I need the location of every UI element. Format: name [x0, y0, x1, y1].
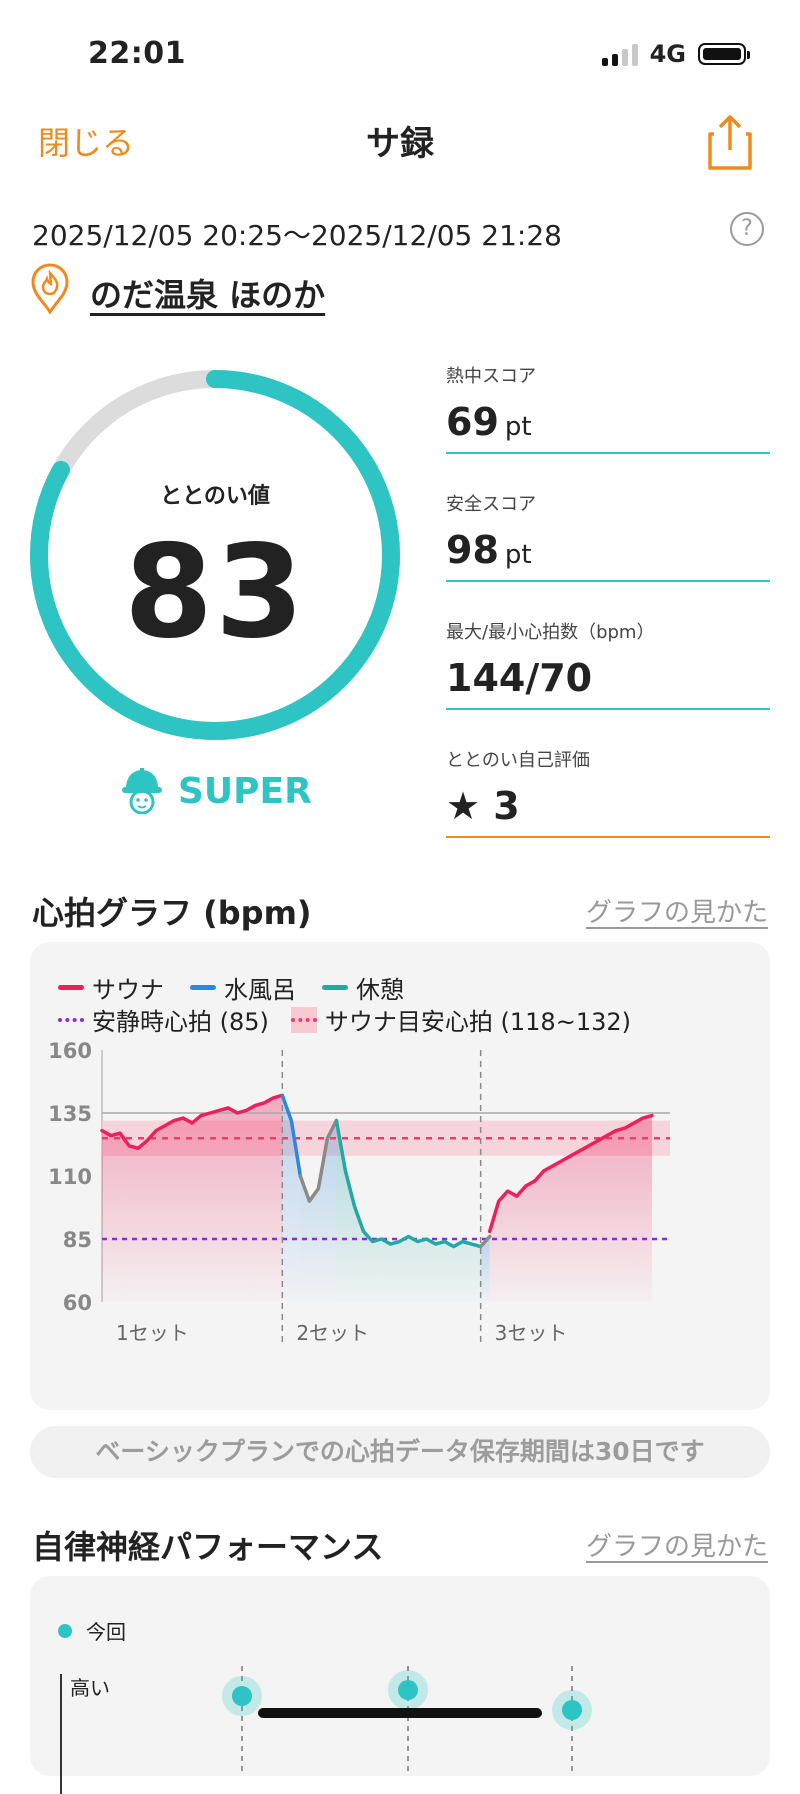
- legend-dot-icon: [58, 1623, 72, 1638]
- heart-rate-chart: 160 135 110 85 60 1セット 2セット 3セット: [48, 1042, 670, 1345]
- ans-card: 今回 高い: [30, 1576, 770, 1794]
- ans-y-label: 高い: [70, 1676, 110, 1700]
- flame-pin-icon: [30, 262, 70, 315]
- home-indicator[interactable]: [258, 1708, 542, 1718]
- metric-heat-score: 熱中スコア 69 pt: [446, 362, 770, 454]
- metric-underline: [446, 708, 770, 710]
- page-title: サ録: [366, 124, 434, 164]
- share-button[interactable]: [706, 112, 754, 172]
- rank-badge: SUPER: [120, 768, 312, 814]
- status-time: 22:01: [88, 36, 186, 71]
- metric-underline: [446, 836, 770, 838]
- legend-sauna: サウナ: [58, 970, 164, 1005]
- legend-resting-hr: 安静時心拍 (85): [58, 1002, 269, 1037]
- chart-legend-row-1: サウナ 水風呂 休憩: [58, 970, 404, 1005]
- ans-points: [222, 1666, 592, 1776]
- metric-heart-rate-range: 最大/最小心拍数（bpm） 144/70: [446, 618, 770, 710]
- metric-underline: [446, 452, 770, 454]
- metric-self-rating: ととのい自己評価 ★ 3: [446, 746, 770, 838]
- metric-safety-score: 安全スコア 98 pt: [446, 490, 770, 582]
- heart-graph-title: 心拍グラフ (bpm): [32, 894, 312, 932]
- status-indicators: 4G: [601, 40, 750, 68]
- y-tick-label: 160: [48, 1042, 92, 1063]
- share-icon: [708, 115, 752, 170]
- metric-unit: pt: [504, 412, 532, 442]
- hr-area-sauna: [489, 1115, 652, 1302]
- facility-name-link[interactable]: のだ温泉 ほのか: [90, 276, 326, 314]
- ans-performance-title: 自律神経パフォーマンス: [32, 1528, 384, 1566]
- network-type: 4G: [649, 40, 686, 68]
- set-label: 3セット: [495, 1321, 568, 1345]
- heart-rate-card: サウナ 水風呂 休憩 安静時心拍 (85) サウナ目安心拍 (118~132) …: [30, 942, 770, 1410]
- session-date-range: 2025/12/05 20:25～2025/12/05 21:28: [32, 219, 562, 252]
- metric-value: 69: [446, 400, 499, 444]
- ans-legend-label: 今回: [86, 1620, 126, 1644]
- legend-target-hr: サウナ目安心拍 (118~132): [290, 1002, 631, 1037]
- hr-line-sauna: [487, 1113, 654, 1234]
- hr-line-rest: [334, 1118, 483, 1249]
- hr-area-rest: [336, 1120, 481, 1302]
- storage-notice: ベーシックプランでの心拍データ保存期間は30日です: [30, 1426, 770, 1478]
- chart-legend-row-2: 安静時心拍 (85) サウナ目安心拍 (118~132): [58, 1002, 631, 1037]
- help-icon[interactable]: ?: [730, 212, 764, 246]
- legend-cold-bath: 水風呂: [190, 970, 296, 1005]
- ans-legend: 今回: [58, 1616, 126, 1645]
- metric-label: 最大/最小心拍数（bpm）: [446, 622, 655, 643]
- ans-point: [562, 1700, 582, 1720]
- metric-unit: pt: [504, 540, 532, 570]
- hr-area-sauna: [102, 1095, 283, 1302]
- gauge-progress-arc: [30, 370, 400, 740]
- gauge-value: 83: [123, 518, 307, 667]
- metric-label: ととのい自己評価: [446, 750, 590, 771]
- metric-label: 熱中スコア: [446, 366, 536, 387]
- metric-label: 安全スコア: [446, 494, 536, 515]
- y-tick-label: 135: [48, 1102, 92, 1126]
- ans-point: [398, 1680, 418, 1700]
- metric-underline: [446, 580, 770, 582]
- metric-value: 144/70: [446, 656, 593, 700]
- ans-point: [232, 1686, 252, 1706]
- set-label: 1セット: [116, 1321, 189, 1345]
- battery-icon: [698, 43, 750, 65]
- y-tick-label: 110: [48, 1165, 92, 1189]
- rank-label: SUPER: [178, 770, 312, 812]
- y-tick-label: 60: [63, 1291, 92, 1315]
- metric-value: ★ 3: [446, 784, 520, 828]
- totonoi-gauge: [30, 370, 400, 740]
- hr-line-sauna: [100, 1093, 285, 1151]
- close-button[interactable]: 閉じる: [38, 124, 135, 162]
- ans-help-link[interactable]: グラフの見かた: [585, 1532, 768, 1562]
- legend-rest: 休憩: [322, 970, 404, 1005]
- set-label: 2セット: [296, 1321, 369, 1345]
- hr-line-transition: [298, 1118, 339, 1203]
- hr-area-cold_bath: [282, 1095, 301, 1302]
- sauna-hat-icon: [122, 768, 162, 814]
- hr-area-transition: [300, 1120, 337, 1302]
- hr-line-transition: [478, 1234, 492, 1249]
- metric-value: 98: [446, 528, 499, 572]
- signal-icon: [601, 42, 638, 66]
- heart-graph-help-link[interactable]: グラフの見かた: [585, 898, 768, 928]
- gauge-label: ととのい値: [160, 484, 270, 509]
- y-tick-label: 85: [63, 1228, 92, 1252]
- hr-area-transition: [480, 1236, 490, 1302]
- hr-line-cold_bath: [280, 1093, 303, 1178]
